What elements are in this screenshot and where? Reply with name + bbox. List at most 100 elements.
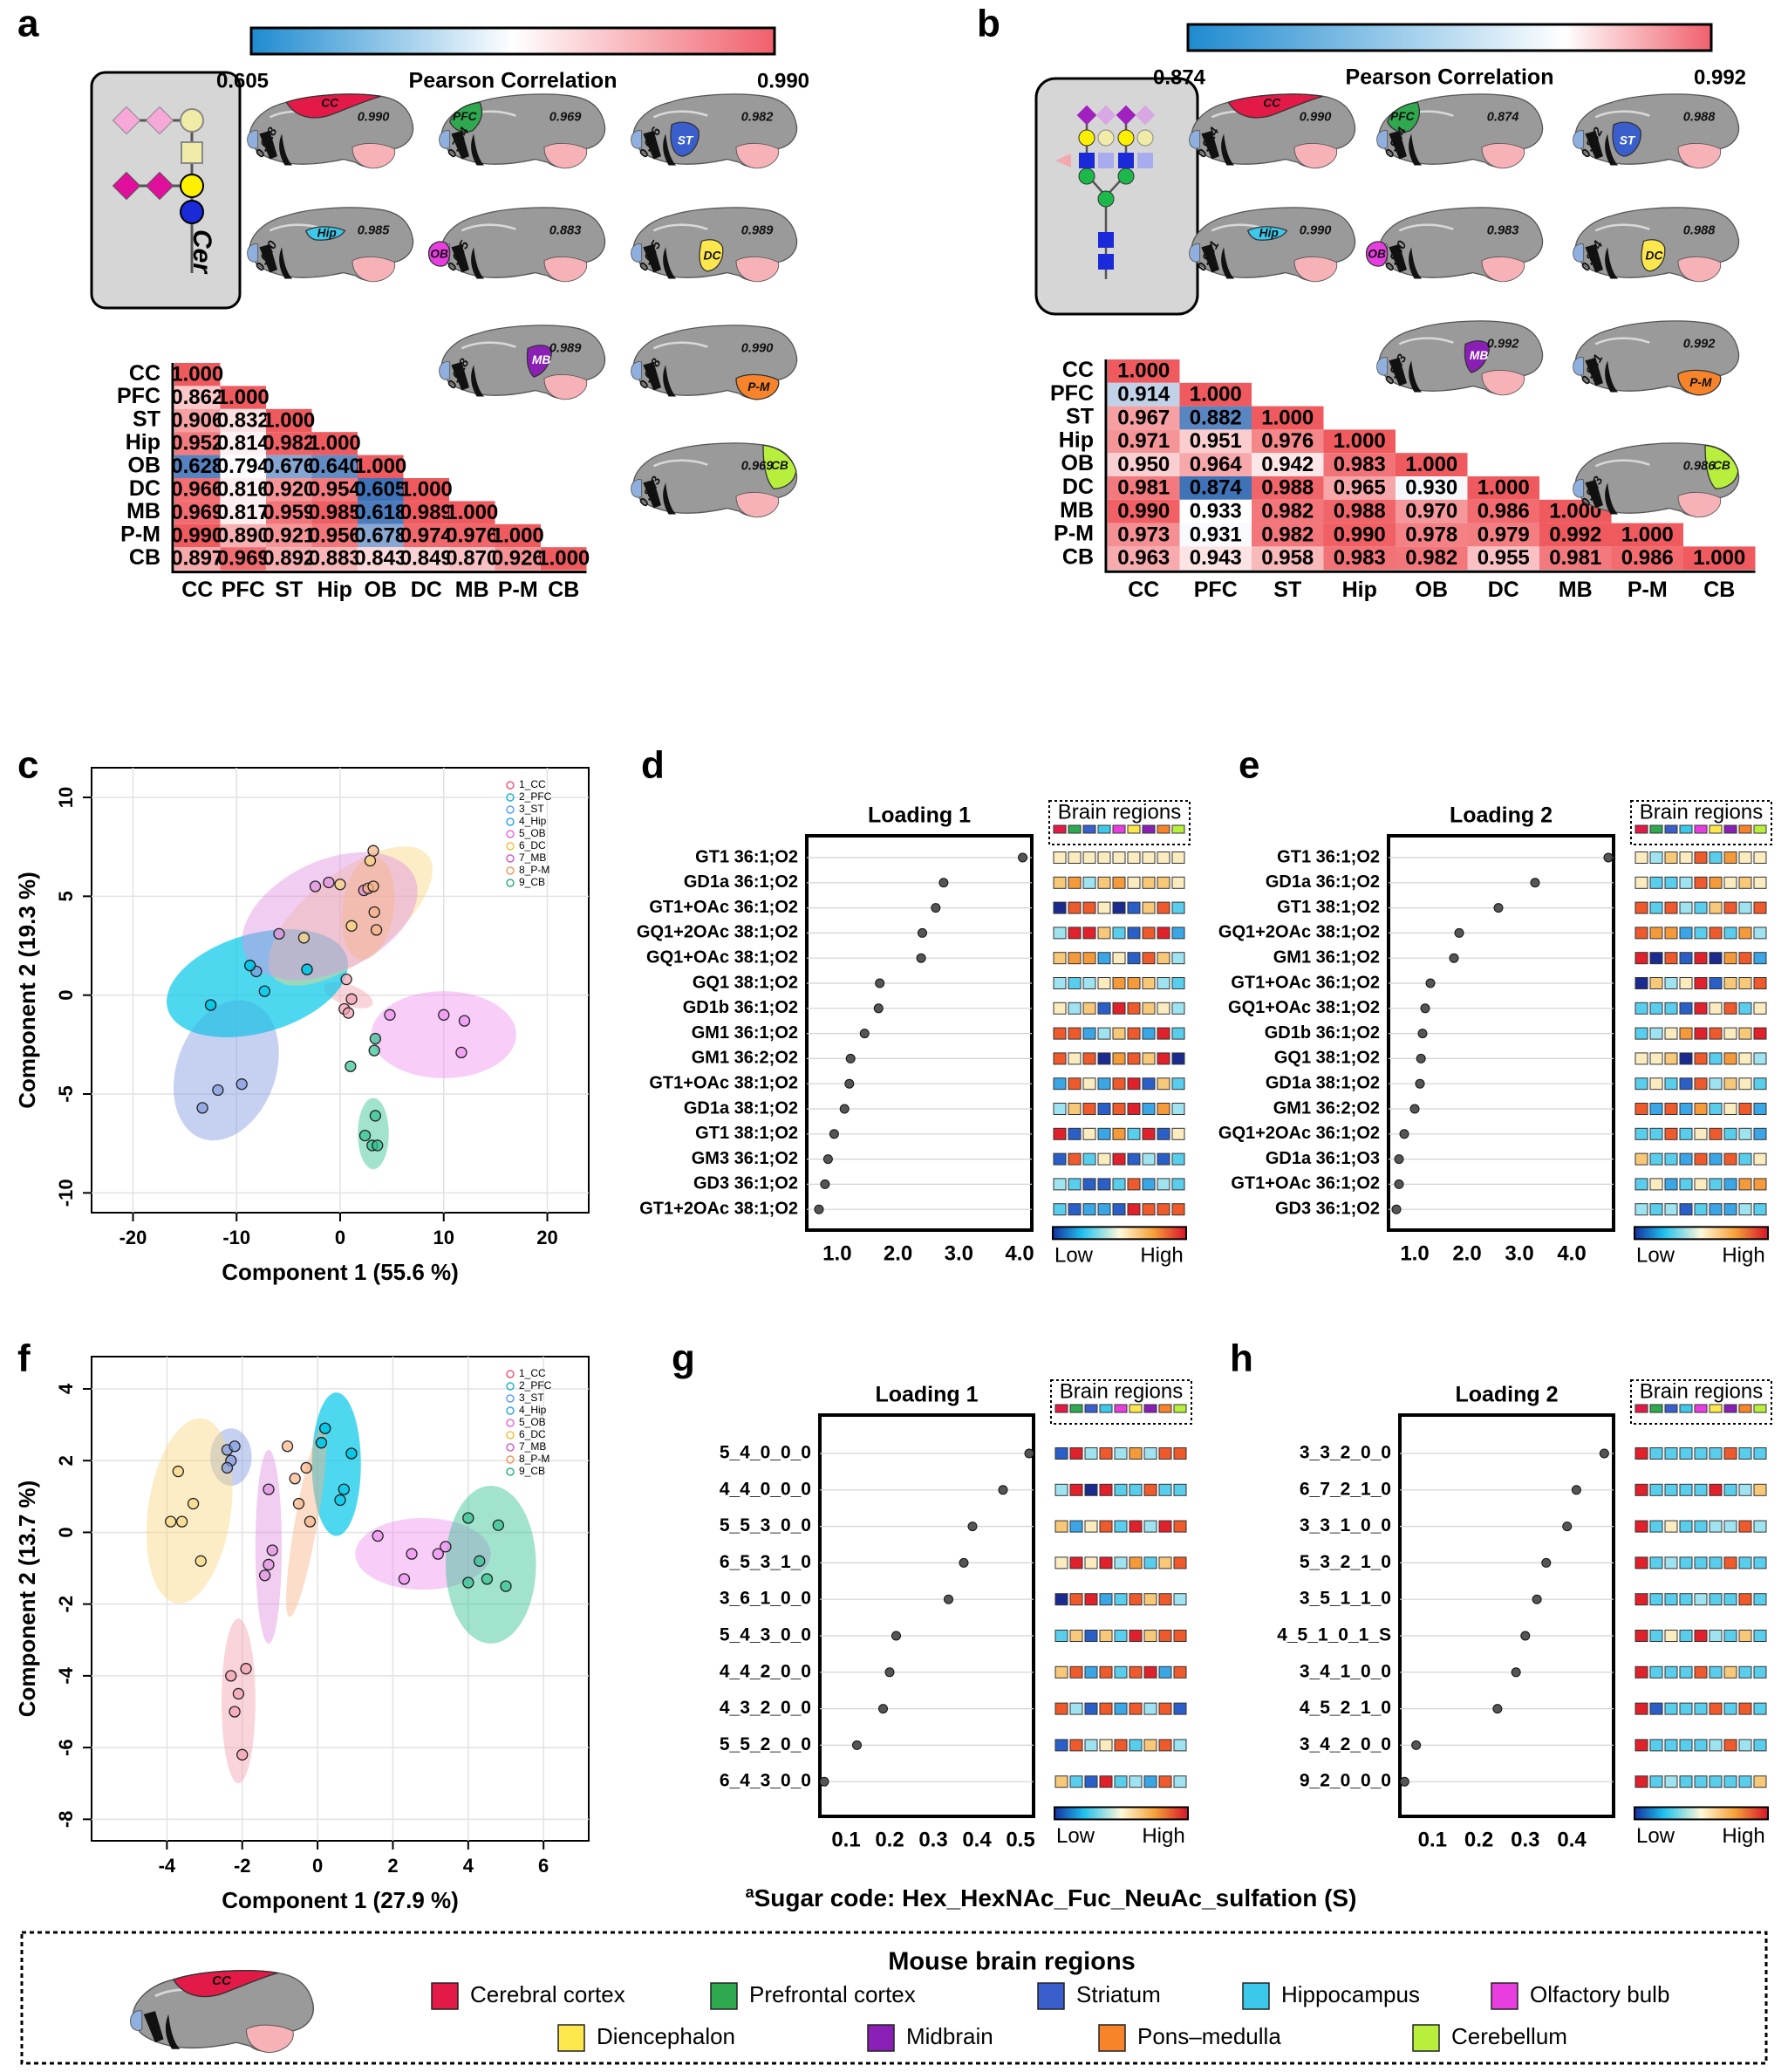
- tick-label-x: 0.1: [831, 1828, 860, 1851]
- brain-value-label: 0.989: [741, 223, 774, 237]
- brain-value-label: 0.986: [1683, 459, 1716, 473]
- region-heat-cell: [1127, 977, 1141, 989]
- legend-label: 4_Hip: [519, 1404, 547, 1416]
- brain-value-label: 0.992: [1683, 337, 1716, 351]
- feature-label: GD1a 36:1;O3: [1266, 1149, 1380, 1168]
- data-point: [175, 1515, 188, 1528]
- region-heat-cell: [1723, 1775, 1737, 1788]
- region-heat-cell: [1143, 1702, 1157, 1715]
- region-heat-cell: [1068, 977, 1082, 989]
- data-point: [455, 1046, 467, 1059]
- region-heat-cell: [1679, 927, 1693, 940]
- region-heat-cell: [1097, 952, 1111, 965]
- region-heat-cell: [1723, 1103, 1737, 1115]
- region-heat-cell: [1679, 1739, 1693, 1752]
- brain-fold: [1594, 223, 1650, 232]
- loading-point: [1492, 1704, 1503, 1714]
- brain-regions-box: [1050, 1379, 1192, 1425]
- legend-label: 3_ST: [519, 1392, 544, 1404]
- region-heat-cell: [1709, 876, 1723, 889]
- feature-label: GT1 36:1;O2: [695, 847, 798, 866]
- legend-marker: [506, 1370, 515, 1378]
- heatmap-cell: [1323, 429, 1396, 454]
- heatmap-value: 1.000: [446, 501, 498, 524]
- panel-label-d: d: [641, 744, 665, 787]
- heatmap-cell: [358, 501, 404, 524]
- tick-label-x: 3.0: [1505, 1241, 1533, 1265]
- brain-region-label: MB: [1470, 349, 1488, 362]
- region-heat-cell: [1157, 901, 1170, 914]
- region-heat-cell: [1114, 1447, 1128, 1460]
- heatmap-cell: [1467, 476, 1539, 500]
- heatmap-cell: [1611, 523, 1683, 547]
- region-heat-cell: [1053, 1103, 1067, 1115]
- heatmap-cell: [174, 478, 221, 502]
- region-heat-cell: [1694, 851, 1708, 864]
- heatmap-row-label: DC: [1062, 475, 1094, 499]
- heatmap-value: 0.985: [309, 501, 361, 524]
- region-heat-cell: [1738, 1027, 1752, 1040]
- legend-swatch-P-M: [1098, 2024, 1126, 2052]
- gal-circle: [1117, 129, 1135, 147]
- region-heat-cell: [1099, 1665, 1113, 1679]
- heatmap-value: 0.988: [1334, 500, 1386, 523]
- heatmap-cell: [358, 478, 404, 502]
- brain-pm-tint: [1481, 256, 1525, 283]
- heatmap-cell: [174, 547, 221, 571]
- feature-label: GM1 36:1;O2: [1273, 947, 1380, 967]
- region-heat-cell: [1099, 1556, 1113, 1569]
- heatmap-cell: [1179, 382, 1252, 407]
- brain-value-label: 0.990: [741, 341, 774, 355]
- region-heat-cell: [1068, 901, 1082, 914]
- region-heat-cell: [1158, 1447, 1172, 1460]
- region-heat-cell: [1127, 901, 1141, 914]
- tick-label-y: 2: [55, 1455, 77, 1466]
- region-heat-cell: [1142, 1002, 1156, 1015]
- region-heat-cell: [1649, 1152, 1663, 1166]
- region-heat-cell: [1664, 851, 1678, 864]
- region-heat-cell: [1173, 1447, 1187, 1460]
- glycan-ceramide-label: Cer: [188, 229, 216, 275]
- brain-region-PFC: [448, 101, 482, 133]
- region-heat-cell: [1084, 1702, 1098, 1715]
- colorbar-min-label: 0.874: [1153, 65, 1206, 89]
- heatmap-value: 0.954: [309, 478, 362, 502]
- region-heat-cell: [1709, 1520, 1723, 1533]
- tick-label-x: -4: [159, 1855, 176, 1877]
- region-key-PFC: [1069, 1404, 1083, 1413]
- region-heat-cell: [1738, 1775, 1752, 1788]
- region-heat-cell: [1634, 1447, 1648, 1460]
- region-heat-cell: [1053, 876, 1067, 889]
- tick-label-x: 0.4: [962, 1828, 992, 1851]
- region-heat-cell: [1753, 1027, 1767, 1040]
- heatmap-value: 0.950: [1117, 453, 1170, 476]
- heatmap-cell: [1108, 499, 1180, 523]
- region-heat-cell: [1709, 1127, 1723, 1140]
- heatmap-cell: [266, 501, 312, 524]
- brain-value-label: 0.874: [1487, 110, 1519, 124]
- data-point: [342, 1007, 355, 1019]
- region-heat-cell: [1099, 1630, 1113, 1642]
- region-heat-cell: [1664, 952, 1678, 965]
- heatmap-cell: [1252, 406, 1324, 430]
- region-heat-cell: [1709, 1665, 1723, 1679]
- brain-dark-band: [643, 361, 661, 391]
- region-heat-cell: [1129, 1665, 1143, 1679]
- loading-point: [998, 1485, 1008, 1495]
- loading-point: [1530, 878, 1540, 888]
- heatmap-col-label: PFC: [222, 578, 265, 602]
- feature-label: GD1a 38:1;O2: [684, 1098, 798, 1118]
- heatmap-cell: [1323, 523, 1396, 547]
- heatmap-value: 0.640: [309, 455, 361, 478]
- region-heat-cell: [1679, 1152, 1693, 1166]
- region-heat-cell: [1723, 1077, 1737, 1091]
- feature-label: GT1+OAc 36:1;O2: [649, 898, 798, 917]
- heatmap-cell: [1108, 546, 1180, 571]
- region-heat-cell: [1709, 977, 1723, 989]
- heatmap-row-label: ST: [133, 407, 160, 432]
- glcnac-square-pale: [1098, 153, 1114, 168]
- region-heat-cell: [1157, 1203, 1170, 1216]
- region-heat-cell: [1114, 1483, 1128, 1496]
- heatmap-row-label: CC: [129, 361, 160, 386]
